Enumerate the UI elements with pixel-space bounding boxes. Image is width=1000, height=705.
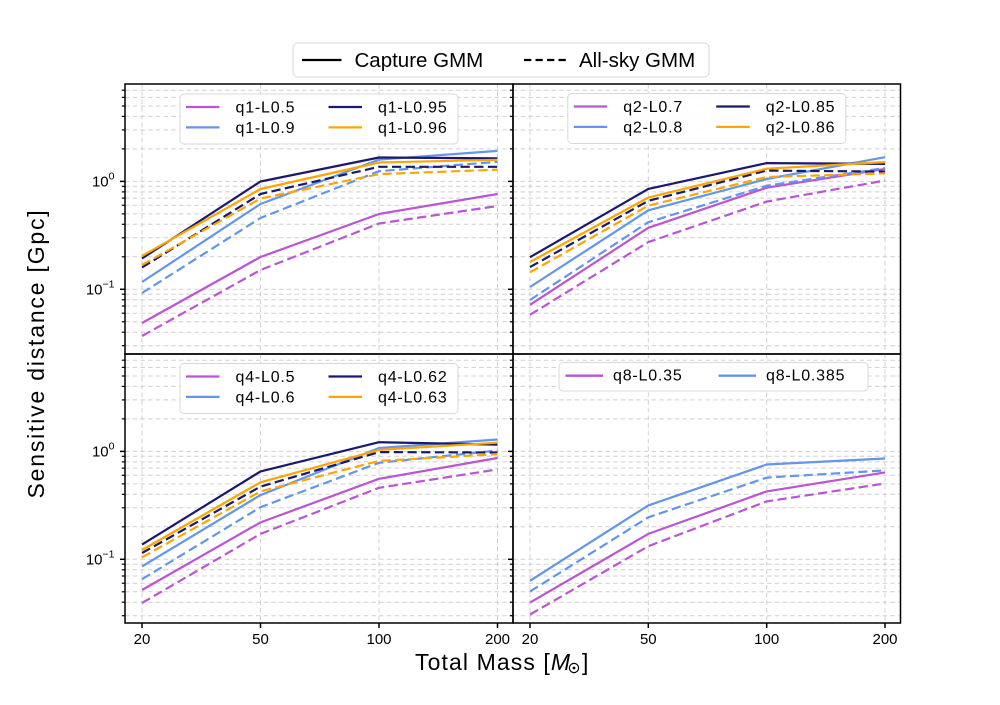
svg-text:q1-L0.95: q1-L0.95 xyxy=(378,100,448,117)
svg-text:q1-L0.96: q1-L0.96 xyxy=(378,120,448,137)
svg-text:Total Mass [M: Total Mass [M xyxy=(415,649,571,675)
svg-text:]: ] xyxy=(582,649,588,675)
svg-text:q1-L0.5: q1-L0.5 xyxy=(236,100,296,117)
svg-text:Capture GMM: Capture GMM xyxy=(355,49,484,72)
svg-text:50: 50 xyxy=(252,631,269,648)
svg-text:q4-L0.6: q4-L0.6 xyxy=(236,389,296,406)
svg-text:q2-L0.86: q2-L0.86 xyxy=(766,119,836,136)
svg-text:20: 20 xyxy=(134,631,151,648)
svg-text:q1-L0.9: q1-L0.9 xyxy=(236,120,296,137)
svg-text:q8-L0.35: q8-L0.35 xyxy=(613,368,683,385)
svg-text:200: 200 xyxy=(872,631,897,648)
svg-text:q4-L0.62: q4-L0.62 xyxy=(378,369,448,386)
svg-text:Sensitive distance [Gpc]: Sensitive distance [Gpc] xyxy=(23,209,49,499)
svg-text:q4-L0.63: q4-L0.63 xyxy=(378,389,448,406)
svg-text:100: 100 xyxy=(754,631,779,648)
svg-text:q2-L0.85: q2-L0.85 xyxy=(766,99,836,116)
svg-text:50: 50 xyxy=(640,631,657,648)
svg-text:20: 20 xyxy=(522,631,539,648)
svg-text:100: 100 xyxy=(366,631,391,648)
svg-text:q2-L0.7: q2-L0.7 xyxy=(623,99,683,116)
svg-text:All-sky GMM: All-sky GMM xyxy=(579,49,695,72)
svg-text:200: 200 xyxy=(485,631,510,648)
svg-text:q4-L0.5: q4-L0.5 xyxy=(236,369,296,386)
svg-text:q8-L0.385: q8-L0.385 xyxy=(766,368,845,385)
svg-text:q2-L0.8: q2-L0.8 xyxy=(623,119,683,136)
